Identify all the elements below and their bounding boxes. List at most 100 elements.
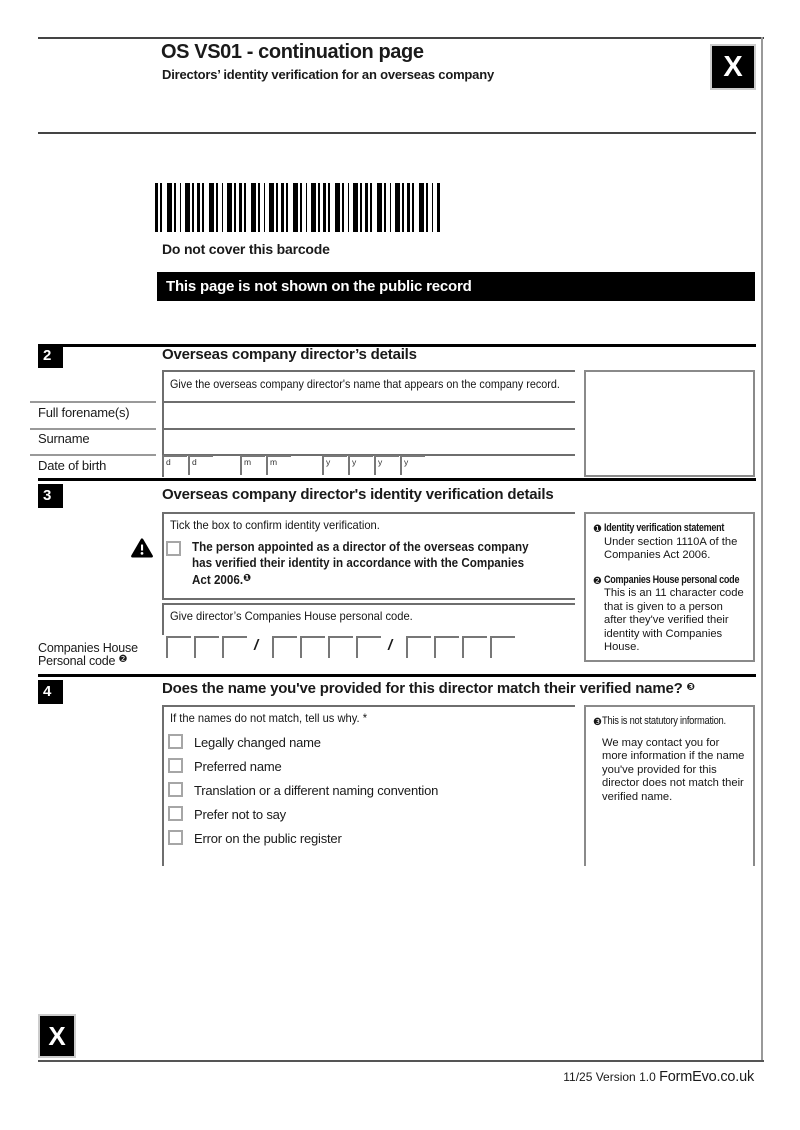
personal-code-cell[interactable]	[272, 636, 297, 658]
director-name-instruction: Give the overseas company director's nam…	[170, 377, 560, 391]
sidebar-note-2: ❷ Companies House personal code This is …	[593, 574, 747, 655]
option-label: Error on the public register	[194, 831, 342, 846]
name-mismatch-options: Legally changed name Preferred name Transl…	[168, 734, 568, 854]
note1-body: Under section 1110A of the Companies Act…	[604, 535, 738, 562]
row-line	[164, 428, 575, 430]
option-label: Legally changed name	[194, 735, 321, 750]
date-of-birth-label: Date of birth	[38, 458, 107, 473]
section2-rule	[38, 344, 756, 347]
page-right-border	[761, 37, 763, 1062]
header-rule	[38, 132, 756, 134]
mismatch-instruction: If the names do not match, tell us why. …	[170, 711, 368, 725]
dob-cell-y6[interactable]: y	[348, 455, 373, 475]
dob-cell-y8[interactable]: y	[400, 455, 425, 475]
personal-code-cell[interactable]	[328, 636, 353, 658]
corner-mark-top: X	[710, 44, 756, 90]
barcode	[155, 183, 440, 232]
verification-statement: The person appointed as a director of th…	[192, 539, 529, 588]
note3-intro: This is not statutory information.	[602, 715, 726, 727]
dob-cell-d2[interactable]: d	[188, 455, 213, 475]
identity-verified-checkbox[interactable]	[166, 541, 181, 556]
bottom-rule	[38, 1060, 764, 1062]
footer: 11/25 Version 1.0 FormEvo.co.uk	[563, 1068, 754, 1086]
name-mismatch-option: Legally changed name	[168, 734, 568, 754]
name-mismatch-option: Translation or a different naming conven…	[168, 782, 568, 802]
dob-cell-d1[interactable]: d	[162, 455, 187, 475]
page-title: OS VS01 - continuation page	[161, 41, 424, 63]
section2-number: 2	[38, 344, 63, 368]
code-label-line2: Personal code ❷	[38, 654, 128, 668]
verification-statement-text: The person appointed as a director of th…	[192, 540, 529, 587]
note1-title: Identity verification statement	[604, 522, 725, 534]
code-box-top-line	[162, 603, 575, 605]
note3-marker: ❸	[593, 717, 602, 728]
section3-rule	[38, 478, 756, 481]
code-instruction: Give director’s Companies House personal…	[170, 609, 413, 623]
personal-code-cell[interactable]	[490, 636, 515, 658]
barcode-caption: Do not cover this barcode	[162, 241, 330, 257]
options-box-top-line	[162, 705, 575, 707]
code-box-left-line	[162, 603, 164, 635]
options-box-left-line	[162, 705, 164, 866]
option-checkbox[interactable]	[168, 734, 183, 749]
label-separator	[30, 401, 156, 403]
option-checkbox[interactable]	[168, 782, 183, 797]
option-checkbox[interactable]	[168, 830, 183, 845]
sidebar-note-1: ❶ Identity verification statement Under …	[593, 522, 747, 563]
note2-marker: ❷	[593, 575, 602, 587]
label-separator	[30, 428, 156, 430]
footer-version: 11/25 Version 1.0	[563, 1070, 660, 1084]
sidebar-note-3: ❸ This is not statutory information.	[593, 715, 747, 729]
full-forenames-field[interactable]	[165, 401, 573, 426]
personal-code-cell[interactable]	[462, 636, 487, 658]
personal-code-cell[interactable]	[356, 636, 381, 658]
top-rule	[38, 37, 764, 39]
corner-mark-bottom: X	[38, 1014, 76, 1058]
section2-sidebar-box	[584, 370, 755, 477]
warning-icon	[131, 538, 153, 563]
full-forenames-label: Full forename(s)	[38, 405, 130, 420]
dob-cell-y7[interactable]: y	[374, 455, 399, 475]
note2-title: Companies House personal code	[604, 573, 740, 586]
surname-field[interactable]	[165, 428, 573, 452]
name-mismatch-option: Error on the public register	[168, 830, 568, 850]
surname-label: Surname	[38, 431, 90, 446]
note3-reference: ❸	[686, 682, 695, 693]
option-label: Preferred name	[194, 759, 282, 774]
personal-code-cell[interactable]	[222, 636, 247, 658]
note1-marker: ❶	[593, 524, 602, 535]
verification-tick-box-area	[162, 512, 575, 600]
name-mismatch-option: Preferred name	[168, 758, 568, 778]
section4-title: Does the name you've provided for this d…	[162, 680, 695, 697]
page-subtitle: Directors’ identity verification for an …	[162, 67, 494, 82]
public-record-banner: This page is not shown on the public rec…	[157, 272, 755, 301]
note1-reference: ❶	[243, 573, 251, 584]
option-label: Prefer not to say	[194, 807, 286, 822]
personal-code-cell[interactable]	[166, 636, 191, 658]
tick-instruction: Tick the box to confirm identity verific…	[170, 518, 380, 532]
section3-number: 3	[38, 484, 63, 508]
section2-title: Overseas company director’s details	[162, 346, 417, 363]
personal-code-cell[interactable]	[406, 636, 431, 658]
code-separator: /	[254, 637, 259, 654]
section3-sidebar: ❶ Identity verification statement Under …	[584, 512, 755, 662]
note3-body: We may contact you for more information …	[602, 736, 745, 803]
dob-cell-m3[interactable]: m	[240, 455, 265, 475]
code-separator: /	[388, 637, 393, 654]
section4-rule	[38, 674, 756, 677]
dob-cell-y5[interactable]: y	[322, 455, 347, 475]
personal-code-cells: / /	[166, 634, 546, 660]
personal-code-cell[interactable]	[434, 636, 459, 658]
option-checkbox[interactable]	[168, 758, 183, 773]
personal-code-cell[interactable]	[194, 636, 219, 658]
option-checkbox[interactable]	[168, 806, 183, 821]
code-label-line1: Companies House	[38, 641, 138, 655]
personal-code-cell[interactable]	[300, 636, 325, 658]
section4-sidebar: ❸ This is not statutory information. We …	[584, 705, 755, 866]
label-separator	[30, 454, 156, 456]
section4-number: 4	[38, 680, 63, 704]
section3-title: Overseas company director's identity ver…	[162, 486, 554, 503]
dob-cell-m4[interactable]: m	[266, 455, 291, 475]
